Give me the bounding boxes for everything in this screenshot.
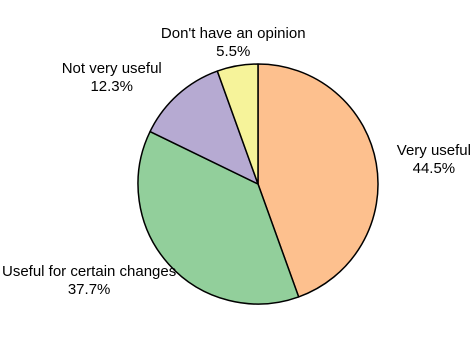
pie-label-name-0: Very useful: [397, 142, 471, 159]
pie-label-value-3: 5.5%: [216, 43, 250, 60]
pie-label-value-1: 37.7%: [68, 281, 111, 298]
pie-slice-2: [149, 70, 259, 185]
pie-slice-3: [216, 63, 259, 185]
pie-label-name-1: Useful for certain changes: [2, 263, 176, 280]
pie-slices: [137, 63, 379, 305]
pie-slice-1: [137, 130, 300, 305]
pie-label-2: Not very useful 12.3%: [62, 60, 162, 95]
pie-label-3: Don't have an opinion 5.5%: [161, 25, 306, 60]
pie-labels: Very useful 44.5% Useful for certain chang…: [2, 25, 471, 298]
pie-label-name-3: Don't have an opinion: [161, 25, 306, 42]
pie-label-0: Very useful 44.5%: [397, 142, 471, 177]
pie-label-value-2: 12.3%: [90, 78, 133, 95]
pie-label-value-0: 44.5%: [413, 160, 456, 177]
pie-label-1: Useful for certain changes 37.7%: [2, 263, 176, 298]
pie-slice-0: [257, 63, 379, 298]
pie-label-name-2: Not very useful: [62, 60, 162, 77]
